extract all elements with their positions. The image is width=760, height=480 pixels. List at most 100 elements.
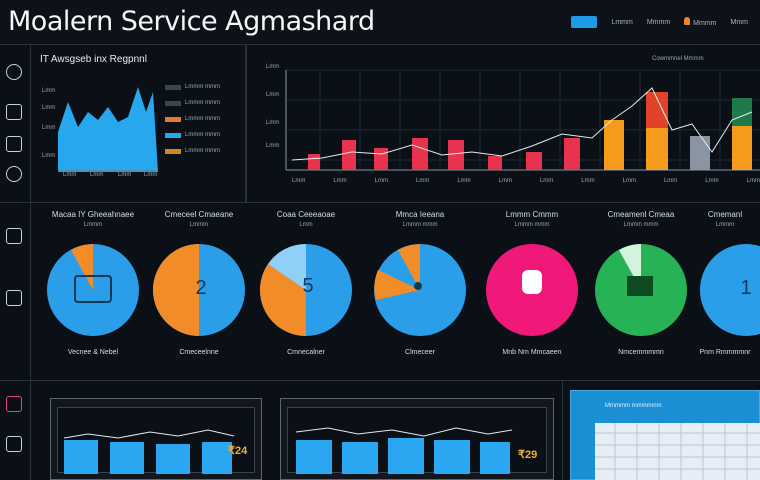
donut-card[interactable]: Cmeceel Cmaeane Lmmm 2 Cmeceelnne xyxy=(144,210,254,360)
bar xyxy=(448,140,464,170)
bar xyxy=(388,438,424,474)
donut-subtitle: Lmmm mmm xyxy=(514,222,550,228)
y-tick-label: Lmm xyxy=(266,92,280,98)
lock-icon[interactable] xyxy=(6,136,22,152)
monitor-icon[interactable] xyxy=(6,436,22,452)
donut-chart xyxy=(595,244,687,336)
donut-label: Clmeceer xyxy=(405,349,435,356)
row-swatch xyxy=(165,116,181,122)
trend-line xyxy=(295,427,513,437)
donut-title: Coaa Ceeeaoae xyxy=(276,210,336,219)
bar-chart-small xyxy=(295,427,513,474)
server-icon[interactable] xyxy=(6,228,22,244)
bar xyxy=(342,140,356,170)
server-icon xyxy=(74,275,112,303)
bar xyxy=(110,442,144,474)
donut-center-value: 2 xyxy=(195,277,206,299)
list-item[interactable]: Lmmm mmm xyxy=(165,114,235,124)
cloud-icon[interactable] xyxy=(6,104,22,120)
bar xyxy=(296,440,332,474)
grid xyxy=(286,69,760,170)
bar-line-chart xyxy=(285,69,760,171)
donut-card[interactable]: Cmemanl Lmmm 1 Pnm Rmmmmnr xyxy=(690,210,760,360)
donut-chart: 1 xyxy=(700,244,760,336)
donut-card[interactable]: Lmmm Cmmm Lmmm mmm Mnb Nm Mmcaeen xyxy=(477,210,587,360)
bottom-panel-left[interactable] xyxy=(50,398,262,480)
alert-icon xyxy=(684,17,691,25)
bar xyxy=(488,156,502,170)
divider xyxy=(0,202,760,203)
donut-title: Lmmm Cmmm xyxy=(505,210,559,219)
metrics-list: Lmmm mmm Lmmm mmm Lmmm mmm Lmmm mmm Lmmm… xyxy=(165,82,235,162)
x-tick-label: Lmm xyxy=(90,172,104,178)
bar xyxy=(434,440,470,474)
donut-card[interactable]: Mmca Ieeana Lmmm mmm Clmeceer xyxy=(365,210,475,360)
donut-center-value: 1 xyxy=(740,277,751,299)
data-grid xyxy=(595,423,760,480)
divider xyxy=(0,44,760,45)
panel-title: Mmmmm mmmmmm xyxy=(605,403,662,409)
dashboard-icon[interactable] xyxy=(6,64,22,80)
value-tag: ₹29 xyxy=(518,449,538,461)
bottom-panel-right[interactable]: Mmmmm mmmmmm xyxy=(570,390,760,480)
divider xyxy=(0,380,760,381)
row-swatch xyxy=(165,84,181,90)
left-panel-title: IT Awsgseb inx Regpnnl xyxy=(40,54,147,65)
chart-legend: Cowmmnel Mmmm xyxy=(652,56,704,62)
donut-card[interactable]: Coaa Ceeeaoae Lmm 5 Cmnecalner xyxy=(251,210,361,360)
donut-chart: 5 xyxy=(259,243,352,337)
donut-chart: 2 xyxy=(153,244,245,336)
x-tick-label: Lmm xyxy=(144,172,158,178)
donut-subtitle: Lmmm xyxy=(715,222,735,228)
list-item[interactable]: Lmmm mmm xyxy=(165,98,235,108)
bar xyxy=(308,154,320,170)
network-icon[interactable] xyxy=(6,290,22,306)
y-tick-label: Lmm xyxy=(266,120,280,126)
donut-subtitle: Lmmm xyxy=(189,222,209,228)
chart-icon xyxy=(627,276,653,296)
header-item-1[interactable]: Lmmm xyxy=(611,18,633,26)
donut-label: Nmcemmmmn xyxy=(618,349,664,356)
donut-card[interactable]: Macaa IY Gheeahnaee Lmmm Vecnee & Nebel xyxy=(38,210,148,360)
value-tag: ₹24 xyxy=(228,445,248,457)
bar xyxy=(564,138,580,170)
alert-icon[interactable] xyxy=(6,396,22,412)
y-tick-label: Lmm xyxy=(42,105,56,111)
donut-subtitle: Lmmm mmm xyxy=(623,222,659,228)
donut-chart xyxy=(374,244,466,336)
header-item-2[interactable]: Mmmm xyxy=(646,18,671,26)
divider xyxy=(30,44,31,480)
printer-icon xyxy=(522,270,542,294)
bar xyxy=(412,138,428,170)
y-tick-label: Lmm xyxy=(42,153,56,159)
list-item[interactable]: Lmmm mmm xyxy=(165,82,235,92)
donut-title: Macaa IY Gheeahnaee xyxy=(51,210,135,219)
divider xyxy=(562,380,563,480)
y-tick-label: Lmm xyxy=(42,88,56,94)
donut-title: Cmemanl xyxy=(707,210,743,219)
bars xyxy=(308,92,752,170)
row-swatch xyxy=(165,100,181,106)
x-tick-label: Lmm xyxy=(63,172,77,178)
settings-icon[interactable] xyxy=(6,166,22,182)
trend-line xyxy=(63,429,235,439)
donut-title: Mmca Ieeana xyxy=(395,210,445,219)
notification-button[interactable] xyxy=(571,16,598,28)
list-item[interactable]: Lmmm mmm xyxy=(165,130,235,140)
donut-subtitle: Lmm xyxy=(299,222,313,228)
bar xyxy=(202,442,232,474)
bar-chart-small xyxy=(63,429,235,474)
header-item-4[interactable]: Mmm xyxy=(730,18,749,26)
x-tick-labels: Lmm Lmm Lmm Lmm Lmm Lmm Lmm Lmm Lmm Lmm … xyxy=(292,178,760,184)
list-item[interactable]: Lmmm mmm xyxy=(165,146,235,156)
donut-subtitle: Lmmm mmm xyxy=(402,222,438,228)
donut-label: Cmeceelnne xyxy=(179,349,219,356)
bar xyxy=(480,442,510,474)
header-item-3[interactable]: Mmmm xyxy=(684,17,717,27)
alert-icon xyxy=(414,282,422,290)
y-tick-label: Lmm xyxy=(266,143,280,149)
bottom-panel-middle[interactable] xyxy=(280,398,554,480)
area-chart xyxy=(58,87,158,172)
bar xyxy=(604,120,624,170)
donut-card[interactable]: Cmeamenl Cmeaa Lmmm mmm Nmcemmmmn xyxy=(586,210,696,360)
